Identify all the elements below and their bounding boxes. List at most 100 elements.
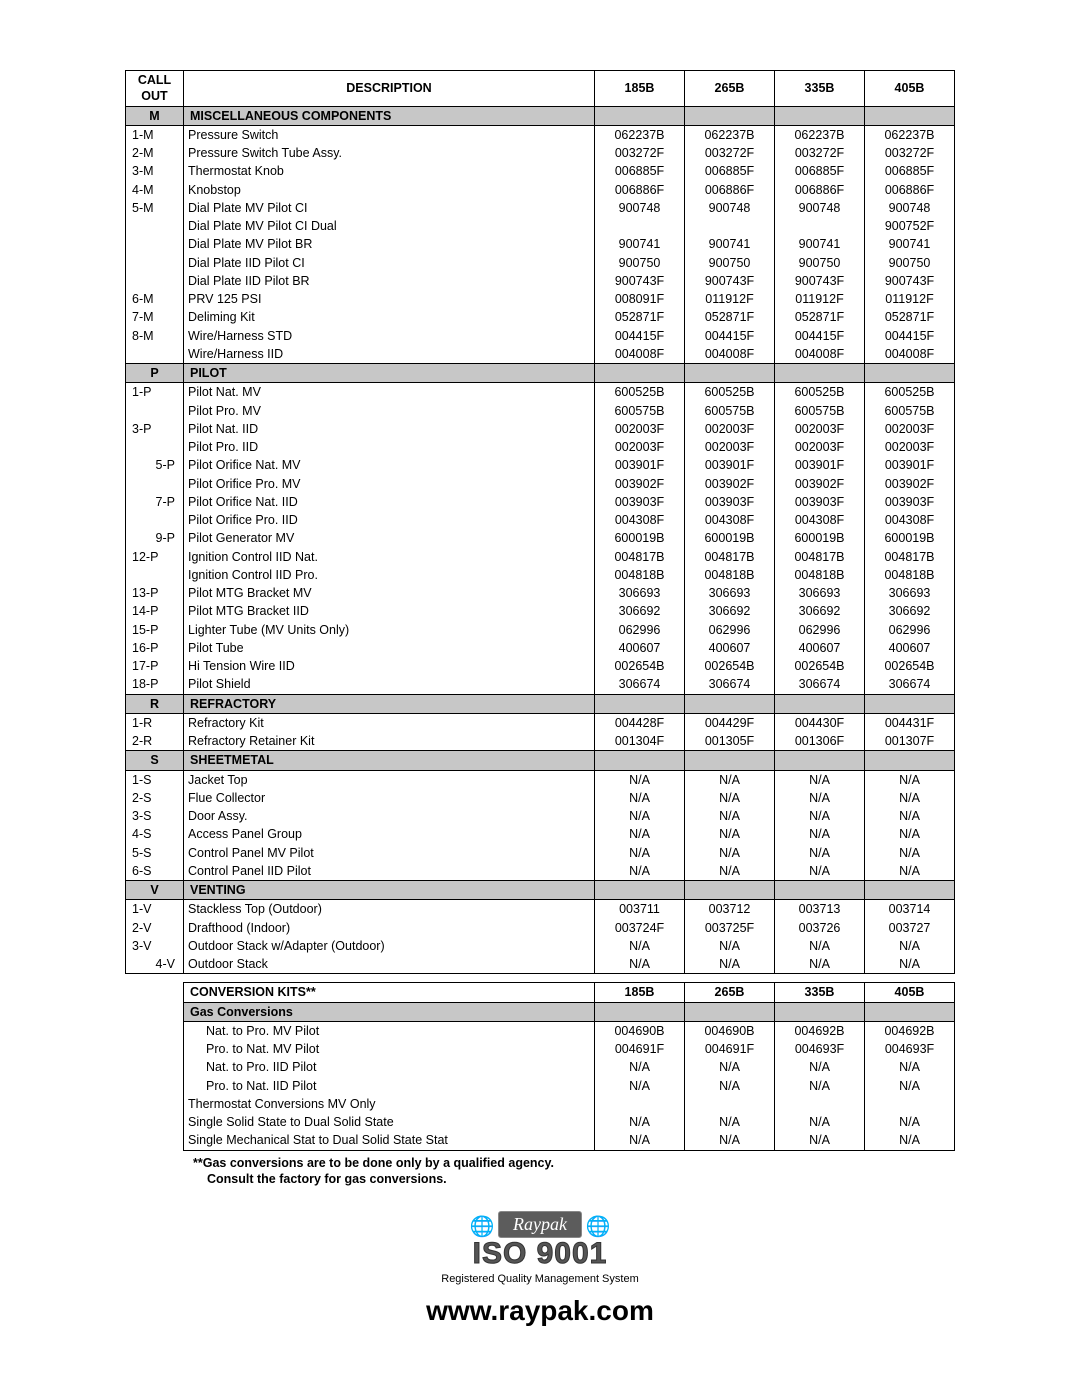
value-cell: 900748 (685, 199, 775, 217)
value-cell: N/A (775, 825, 865, 843)
value-cell: 600575B (775, 402, 865, 420)
conv-desc-cell: Nat. to Pro. IID Pilot (184, 1058, 595, 1076)
section-blank (685, 364, 775, 383)
callout-cell: 1-R (126, 713, 184, 732)
description-cell: Deliming Kit (184, 308, 595, 326)
value-cell: N/A (685, 937, 775, 955)
value-cell: N/A (595, 844, 685, 862)
section-blank (595, 364, 685, 383)
callout-cell: 1-M (126, 125, 184, 144)
value-cell: N/A (595, 937, 685, 955)
value-cell: 003725F (685, 919, 775, 937)
conv-section-blank (865, 1002, 955, 1021)
footnote-line: **Gas conversions are to be done only by… (193, 1155, 955, 1171)
value-cell: 006885F (865, 162, 955, 180)
value-cell: 062237B (595, 125, 685, 144)
globe-icon: 🌐 (585, 1214, 610, 1239)
callout-cell: 6-S (126, 862, 184, 881)
value-cell: 004308F (595, 511, 685, 529)
conv-desc-cell: Pro. to Nat. MV Pilot (184, 1040, 595, 1058)
value-cell: 062237B (775, 125, 865, 144)
callout-cell: 18-P (126, 675, 184, 694)
description-cell: Hi Tension Wire IID (184, 657, 595, 675)
value-cell: 006886F (865, 181, 955, 199)
brand-logo: Raypak (498, 1211, 582, 1238)
value-cell: N/A (865, 807, 955, 825)
value-cell: 002654B (775, 657, 865, 675)
value-cell: 003903F (685, 493, 775, 511)
value-cell (775, 217, 865, 235)
value-cell: 004428F (595, 713, 685, 732)
description-cell: Jacket Top (184, 770, 595, 789)
value-cell: N/A (775, 844, 865, 862)
value-cell: 062996 (595, 621, 685, 639)
section-code: V (126, 881, 184, 900)
value-cell: 004008F (865, 345, 955, 364)
value-cell: 306692 (595, 602, 685, 620)
value-cell: 003713 (775, 900, 865, 919)
description-cell: Pilot Nat. MV (184, 383, 595, 402)
conv-section-title: Gas Conversions (184, 1002, 595, 1021)
value-cell: 062237B (865, 125, 955, 144)
callout-cell: 7-P (126, 493, 184, 511)
value-cell: 003727 (865, 919, 955, 937)
value-cell: 006885F (595, 162, 685, 180)
callout-cell: 1-V (126, 900, 184, 919)
value-cell: 400607 (775, 639, 865, 657)
value-cell: 062996 (685, 621, 775, 639)
conv-header-col: 335B (775, 983, 865, 1002)
value-cell: 004415F (865, 327, 955, 345)
callout-cell: 7-M (126, 308, 184, 326)
conv-value-cell: 004691F (685, 1040, 775, 1058)
callout-cell: 4-S (126, 825, 184, 843)
value-cell: 004415F (775, 327, 865, 345)
section-blank (775, 106, 865, 125)
value-cell: N/A (865, 862, 955, 881)
callout-cell: 6-M (126, 290, 184, 308)
conv-value-cell: N/A (775, 1131, 865, 1150)
callout-cell (126, 217, 184, 235)
description-cell: Refractory Retainer Kit (184, 732, 595, 751)
globe-icon: 🌐 (470, 1214, 495, 1239)
description-cell: Pilot Orifice Nat. IID (184, 493, 595, 511)
value-cell: 900741 (685, 235, 775, 253)
value-cell: 003272F (595, 144, 685, 162)
value-cell: 600525B (685, 383, 775, 402)
callout-cell (126, 402, 184, 420)
description-cell: Pilot Pro. IID (184, 438, 595, 456)
callout-cell: 13-P (126, 584, 184, 602)
section-blank (595, 694, 685, 713)
description-cell: Outdoor Stack (184, 955, 595, 974)
section-code: S (126, 751, 184, 770)
description-cell: Pressure Switch (184, 125, 595, 144)
callout-cell: 12-P (126, 548, 184, 566)
callout-cell: 3-S (126, 807, 184, 825)
callout-cell: 8-M (126, 327, 184, 345)
header-col: 405B (865, 71, 955, 107)
section-code: M (126, 106, 184, 125)
value-cell: 003902F (685, 475, 775, 493)
description-cell: Wire/Harness IID (184, 345, 595, 364)
conv-value-cell: N/A (865, 1113, 955, 1131)
value-cell: 306692 (865, 602, 955, 620)
value-cell: 006885F (685, 162, 775, 180)
value-cell: 052871F (685, 308, 775, 326)
value-cell: 003903F (865, 493, 955, 511)
description-cell: Pilot MTG Bracket IID (184, 602, 595, 620)
value-cell: 052871F (865, 308, 955, 326)
header-callout: CALLOUT (126, 71, 184, 107)
conv-value-cell (685, 1095, 775, 1113)
value-cell: 004008F (595, 345, 685, 364)
value-cell: 002003F (865, 438, 955, 456)
callout-cell: 2-M (126, 144, 184, 162)
value-cell: 003711 (595, 900, 685, 919)
value-cell: 003724F (595, 919, 685, 937)
description-cell: Pilot MTG Bracket MV (184, 584, 595, 602)
value-cell: 003714 (865, 900, 955, 919)
description-cell: Pilot Shield (184, 675, 595, 694)
conv-desc-cell: Single Mechanical Stat to Dual Solid Sta… (184, 1131, 595, 1150)
description-cell: Dial Plate MV Pilot CI (184, 199, 595, 217)
conv-desc-cell: Nat. to Pro. MV Pilot (184, 1021, 595, 1040)
conv-header-col: 265B (685, 983, 775, 1002)
value-cell: 004818B (595, 566, 685, 584)
